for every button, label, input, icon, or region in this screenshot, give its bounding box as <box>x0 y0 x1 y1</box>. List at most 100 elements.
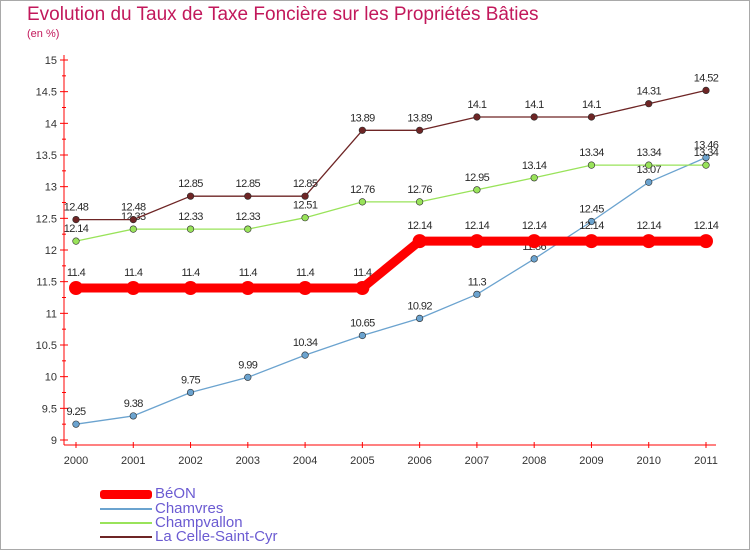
series-line-3 <box>75 89 707 221</box>
data-point <box>473 113 481 121</box>
legend-swatch <box>100 530 152 544</box>
y-tick-label: 10 <box>45 372 57 384</box>
x-tick-label: 2005 <box>350 455 374 467</box>
data-label: 12.51 <box>293 200 318 212</box>
data-label: 12.76 <box>407 184 432 196</box>
data-label: 12.85 <box>293 178 318 190</box>
x-tick-label: 2009 <box>579 455 603 467</box>
data-label: 11.4 <box>67 267 86 279</box>
series-line-2 <box>75 164 707 242</box>
data-label: 13.34 <box>636 147 661 159</box>
data-point <box>530 174 538 182</box>
y-tick-label: 12 <box>45 245 57 257</box>
data-label: 13.07 <box>636 164 661 176</box>
data-point <box>473 186 481 194</box>
data-label: 11.4 <box>296 267 315 279</box>
data-point <box>244 192 252 200</box>
chart-axes: 9 9.5 10 10.5 11 11.5 12 12.5 13 13.5 14 14.5 15 2000… <box>36 55 718 467</box>
data-point <box>129 225 137 233</box>
data-point <box>72 237 80 245</box>
chart-plot: 9.259.389.759.9910.3410.6510.9211.311.86… <box>64 72 719 428</box>
x-tick-label: 2003 <box>236 455 260 467</box>
legend-label: La Celle-Saint-Cyr <box>155 528 278 545</box>
data-point <box>702 153 710 162</box>
x-tick-label: 2007 <box>465 455 489 467</box>
data-label: 9.99 <box>238 359 257 371</box>
data-label: 11.4 <box>124 267 143 279</box>
data-point <box>699 234 713 249</box>
data-label: 12.33 <box>178 211 203 223</box>
data-point <box>530 113 538 121</box>
y-tick-label: 14 <box>45 118 57 130</box>
data-label: 13.34 <box>694 147 719 159</box>
series-line-0 <box>71 236 711 293</box>
data-label: 13.14 <box>522 160 547 172</box>
data-label: 9.38 <box>124 398 143 410</box>
legend-label: Champvallon <box>155 514 243 531</box>
data-label: 14.1 <box>467 99 486 111</box>
data-label: 12.14 <box>579 220 604 232</box>
data-label: 12.85 <box>178 178 203 190</box>
data-label: 12.48 <box>64 202 89 214</box>
data-label: 12.45 <box>579 204 604 216</box>
x-tick-label: 2000 <box>64 455 88 467</box>
data-point <box>301 351 309 359</box>
y-tick-label: 11.5 <box>36 277 57 289</box>
y-tick-label: 13.5 <box>36 150 57 162</box>
data-point <box>416 314 424 323</box>
data-label: 14.31 <box>636 86 661 98</box>
data-point <box>72 216 80 224</box>
data-point <box>358 126 366 134</box>
data-point <box>587 113 596 121</box>
x-tick-label: 2011 <box>694 455 718 467</box>
chart-subtitle: (en %) <box>27 28 60 40</box>
legend-label: Chamvres <box>155 500 224 517</box>
series-line-1 <box>75 156 707 425</box>
data-point <box>530 255 538 263</box>
x-tick-label: 2004 <box>293 455 317 467</box>
data-point <box>702 86 710 94</box>
data-point <box>69 281 83 295</box>
y-tick-label: 11 <box>46 308 57 320</box>
data-label: 12.85 <box>236 178 261 190</box>
data-point <box>645 100 653 108</box>
data-label: 9.25 <box>66 406 85 418</box>
x-tick-label: 2010 <box>636 455 660 467</box>
data-point <box>358 198 366 206</box>
data-point <box>527 234 542 249</box>
data-point <box>416 198 424 206</box>
data-label: 12.48 <box>121 202 146 214</box>
data-label: 10.65 <box>350 318 375 330</box>
data-point <box>584 234 599 249</box>
data-label: 11.4 <box>353 267 372 279</box>
data-point <box>240 281 255 295</box>
chart-title: Evolution du Taux de Taxe Foncière sur l… <box>27 4 539 25</box>
data-label: 12.14 <box>465 220 490 232</box>
x-tick-label: 2008 <box>522 455 546 467</box>
y-tick-label: 10.5 <box>36 340 57 352</box>
x-tick-label: 2002 <box>178 455 202 467</box>
data-label: 14.1 <box>582 99 601 111</box>
data-label: 11.3 <box>468 276 487 288</box>
data-point <box>702 161 710 169</box>
data-label: 12.14 <box>64 223 89 235</box>
data-point <box>186 192 195 200</box>
data-label: 10.34 <box>293 337 318 349</box>
y-tick-label: 9.5 <box>42 403 57 415</box>
data-label: 9.75 <box>181 375 200 387</box>
legend-swatch <box>100 502 152 516</box>
data-label: 12.33 <box>236 211 261 223</box>
legend-swatch <box>100 487 152 501</box>
data-point <box>72 420 80 428</box>
data-point <box>412 234 427 249</box>
data-point <box>416 126 424 134</box>
y-tick-label: 13 <box>45 182 57 194</box>
y-tick-label: 15 <box>45 55 57 67</box>
data-label: 12.14 <box>694 220 719 232</box>
data-label: 12.95 <box>465 172 490 184</box>
y-tick-label: 12.5 <box>36 213 57 225</box>
data-label: 12.14 <box>522 220 547 232</box>
data-label: 11.4 <box>239 267 258 279</box>
data-label: 13.34 <box>579 147 604 159</box>
